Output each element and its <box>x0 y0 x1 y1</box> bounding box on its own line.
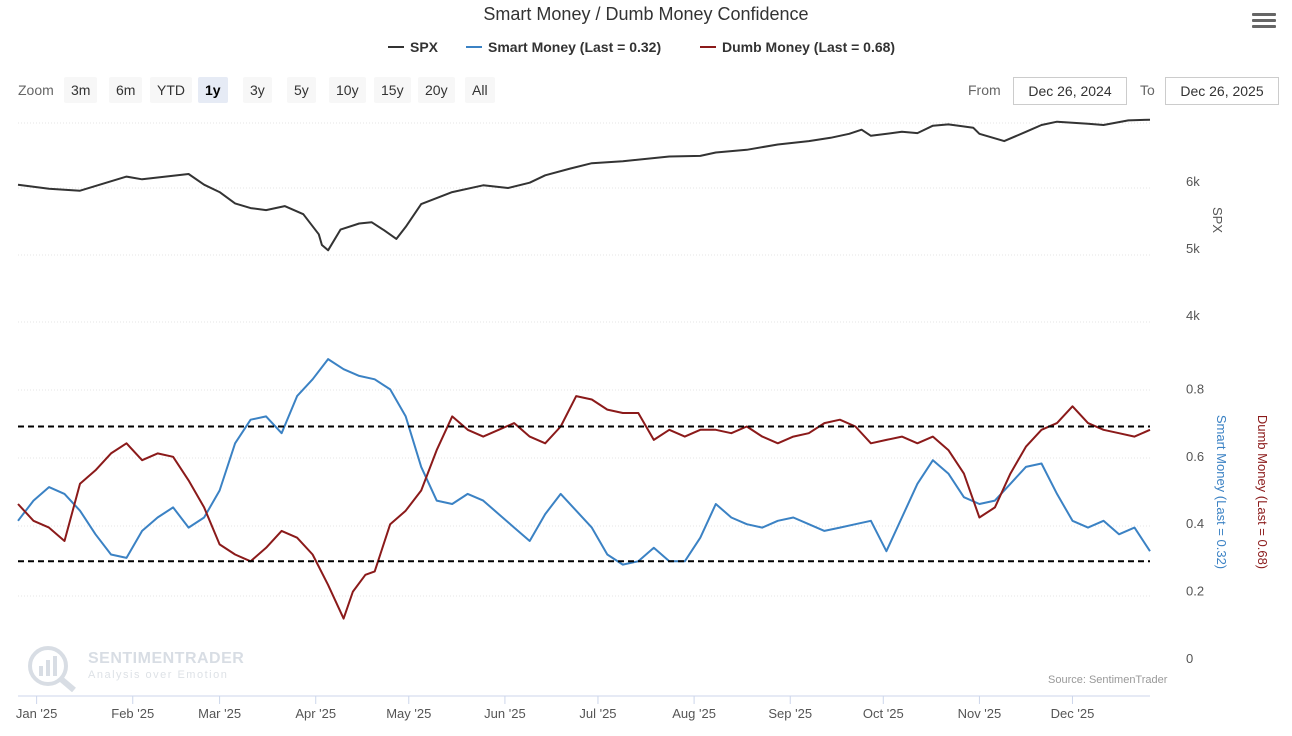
zoom-ytd-button[interactable]: YTD <box>150 77 192 103</box>
zoom-3m-button[interactable]: 3m <box>64 77 98 103</box>
x-tick-label: Sep '25 <box>768 706 812 721</box>
x-tick-label: Oct '25 <box>863 706 904 721</box>
legend-item-dumb-money[interactable]: Dumb Money (Last = 0.68) <box>700 39 895 55</box>
confidence-tick-label: 0.8 <box>1186 381 1204 396</box>
x-tick-label: Feb '25 <box>111 706 154 721</box>
confidence-tick-label: 0.6 <box>1186 449 1204 464</box>
zoom-15y-button[interactable]: 15y <box>374 77 411 103</box>
zoom-1y-button[interactable]: 1y <box>198 77 228 103</box>
x-tick-label: Jun '25 <box>484 706 526 721</box>
from-label: From <box>968 82 1001 98</box>
confidence-tick-label: 0.4 <box>1186 516 1204 531</box>
line-swatch-icon <box>388 46 404 49</box>
legend-item-spx[interactable]: SPX <box>388 39 438 55</box>
spx-axis-title: SPX <box>1210 207 1225 233</box>
x-tick-label: Mar '25 <box>198 706 241 721</box>
x-tick-label: May '25 <box>386 706 431 721</box>
dumb-money-axis-title: Dumb Money (Last = 0.68) <box>1255 415 1270 569</box>
magnifier-logo-icon <box>28 646 76 693</box>
hamburger-icon-line <box>1252 25 1276 28</box>
series-line-spx <box>17 118 1151 252</box>
x-tick-label: Jul '25 <box>579 706 616 721</box>
zoom-3y-button[interactable]: 3y <box>243 77 272 103</box>
spx-tick-label: 4k <box>1186 308 1200 323</box>
spx-tick-label: 5k <box>1186 241 1200 256</box>
zoom-20y-button[interactable]: 20y <box>418 77 455 103</box>
zoom-6m-button[interactable]: 6m <box>109 77 143 103</box>
watermark-brand: SENTIMENTRADER <box>88 650 245 667</box>
confidence-tick-label: 0 <box>1186 651 1193 666</box>
series-line-smart-money <box>17 358 1151 566</box>
hamburger-icon <box>1252 13 1276 16</box>
x-tick-label: Aug '25 <box>672 706 716 721</box>
line-swatch-icon <box>466 46 482 49</box>
from-date-input[interactable]: Dec 26, 2024 <box>1013 77 1127 105</box>
zoom-10y-button[interactable]: 10y <box>329 77 366 103</box>
legend-item-smart-money[interactable]: Smart Money (Last = 0.32) <box>466 39 661 55</box>
zoom-all-button[interactable]: All <box>465 77 495 103</box>
to-label: To <box>1140 82 1155 98</box>
chart-menu-button[interactable] <box>1252 10 1276 32</box>
confidence-tick-label: 0.2 <box>1186 584 1204 599</box>
x-tick-label: Apr '25 <box>295 706 336 721</box>
line-swatch-icon <box>700 46 716 49</box>
x-tick-label: Nov '25 <box>958 706 1002 721</box>
spx-tick-label: 6k <box>1186 174 1200 189</box>
smart-money-axis-title: Smart Money (Last = 0.32) <box>1214 415 1229 569</box>
zoom-label: Zoom <box>18 82 54 98</box>
x-tick-label: Dec '25 <box>1051 706 1095 721</box>
watermark: SENTIMENTRADER Analysis over Emotion <box>24 644 264 693</box>
chart-title: Smart Money / Dumb Money Confidence <box>483 4 809 24</box>
zoom-5y-button[interactable]: 5y <box>287 77 316 103</box>
to-date-input[interactable]: Dec 26, 2025 <box>1165 77 1279 105</box>
source-credit: Source: SentimenTrader <box>1048 674 1168 686</box>
x-tick-label: Jan '25 <box>16 706 58 721</box>
hamburger-icon-line <box>1252 19 1276 22</box>
series-line-dumb-money <box>17 395 1151 620</box>
watermark-tagline: Analysis over Emotion <box>88 669 229 681</box>
